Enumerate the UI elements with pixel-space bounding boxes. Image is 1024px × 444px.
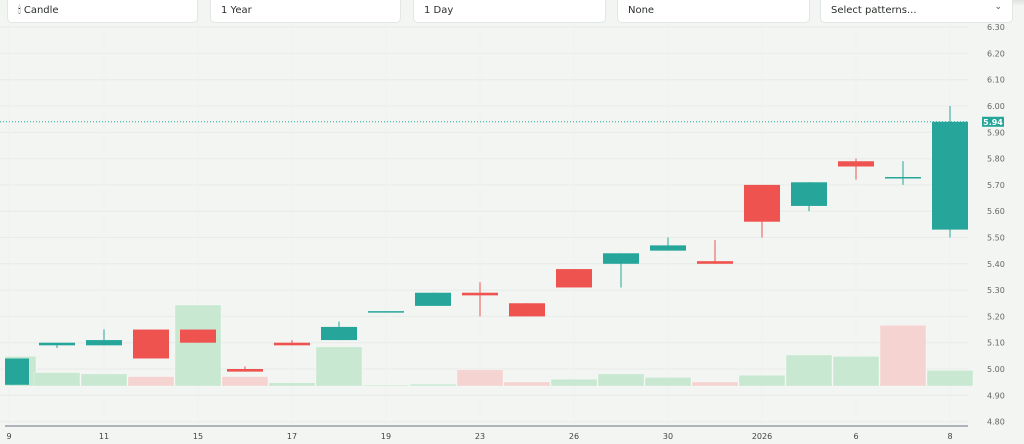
candle[interactable] (227, 366, 263, 372)
price-tick: 5.30 (987, 286, 1005, 295)
volume-bar (315, 346, 363, 387)
volume-bar (832, 355, 880, 387)
time-tick: 30 (663, 432, 673, 441)
volume-bar (409, 383, 457, 387)
volume-bar (926, 370, 974, 387)
time-tick: 17 (287, 432, 297, 441)
svg-text:5.94: 5.94 (983, 118, 1003, 127)
volume-bar (550, 378, 598, 387)
candle[interactable] (368, 311, 404, 313)
candle[interactable] (697, 240, 733, 264)
price-tick: 4.80 (987, 418, 1005, 427)
time-tick: 8 (947, 432, 952, 441)
candle[interactable] (603, 253, 639, 288)
price-tick: 5.40 (987, 260, 1005, 269)
volume-bar (785, 354, 833, 387)
candle[interactable] (321, 321, 357, 341)
price-tick: 5.80 (987, 155, 1005, 164)
volume-bar (691, 381, 739, 387)
time-tick: 2026 (752, 432, 772, 441)
price-tick: 5.70 (987, 181, 1005, 190)
time-tick: 19 (381, 432, 391, 441)
price-tick: 6.30 (987, 23, 1005, 32)
candle[interactable] (556, 269, 592, 288)
chart-type-label: Candle (23, 5, 59, 16)
interval-select[interactable]: 1 Day (413, 0, 606, 23)
indicator-select[interactable]: None (617, 0, 810, 23)
price-tick: 5.60 (987, 207, 1005, 216)
price-tick: 6.10 (987, 76, 1005, 85)
price-tick: 5.90 (987, 128, 1005, 137)
price-tick: 6.00 (987, 102, 1005, 111)
chevron-down-icon: ⌄ (994, 2, 1002, 12)
price-tick: 5.00 (987, 365, 1005, 374)
price-tick: 5.50 (987, 234, 1005, 243)
volume-bar (80, 373, 128, 387)
time-axis[interactable]: 9 11 15 17 19 23 26 30 2026 6 8 (6, 432, 952, 441)
time-tick: 26 (569, 432, 579, 441)
candle[interactable] (180, 329, 216, 343)
volume-bar (503, 381, 551, 387)
candle[interactable] (932, 106, 968, 238)
patterns-placeholder: Select patterns... (831, 5, 917, 16)
price-tick: 5.10 (987, 339, 1005, 348)
volume-bar (644, 377, 692, 387)
candle[interactable] (415, 292, 451, 306)
candle[interactable] (39, 342, 75, 348)
patterns-select[interactable]: Select patterns... ⌄ (820, 0, 1013, 23)
chart-toolbar: 🕯 Candle 1 Year 1 Day None Select pattern… (0, 0, 1024, 24)
time-tick: 9 (6, 432, 11, 441)
time-tick: 15 (193, 432, 203, 441)
candles (5, 106, 968, 385)
time-tick: 11 (99, 432, 109, 441)
candle[interactable] (274, 340, 310, 346)
candle[interactable] (791, 182, 827, 212)
candle[interactable] (650, 237, 686, 251)
price-tick: 4.90 (987, 391, 1005, 400)
candle[interactable] (885, 161, 921, 185)
time-tick: 23 (475, 432, 485, 441)
range-select[interactable]: 1 Year (210, 0, 401, 23)
candle[interactable] (509, 303, 545, 317)
chart-type-select[interactable]: 🕯 Candle (7, 0, 198, 23)
candle[interactable] (462, 282, 498, 317)
candle[interactable] (744, 184, 780, 238)
price-tick: 6.20 (987, 49, 1005, 58)
price-tick: 5.20 (987, 312, 1005, 321)
volume-bar (268, 382, 316, 387)
price-axis[interactable]: 6.30 6.20 6.10 6.00 5.90 5.80 5.70 5.60 5.50 5.40… (987, 23, 1005, 427)
candle[interactable] (838, 158, 874, 180)
volume-bar (221, 376, 269, 387)
last-price-label: 5.94 (982, 116, 1004, 127)
range-label: 1 Year (221, 5, 252, 16)
candle-icon: 🕯 (18, 5, 21, 16)
volume-bar (738, 374, 786, 387)
interval-label: 1 Day (424, 5, 454, 16)
indicator-label: None (628, 5, 655, 16)
candle[interactable] (86, 329, 122, 346)
candle[interactable] (5, 358, 29, 385)
time-tick: 6 (853, 432, 858, 441)
volume-bar (174, 304, 222, 387)
candle[interactable] (133, 329, 169, 359)
volume-bar (33, 372, 81, 387)
volume-bar (127, 376, 175, 387)
volume-bar (456, 369, 504, 387)
volume-bar (597, 373, 645, 387)
volume-bar (362, 384, 410, 387)
volume-bar (879, 324, 927, 387)
